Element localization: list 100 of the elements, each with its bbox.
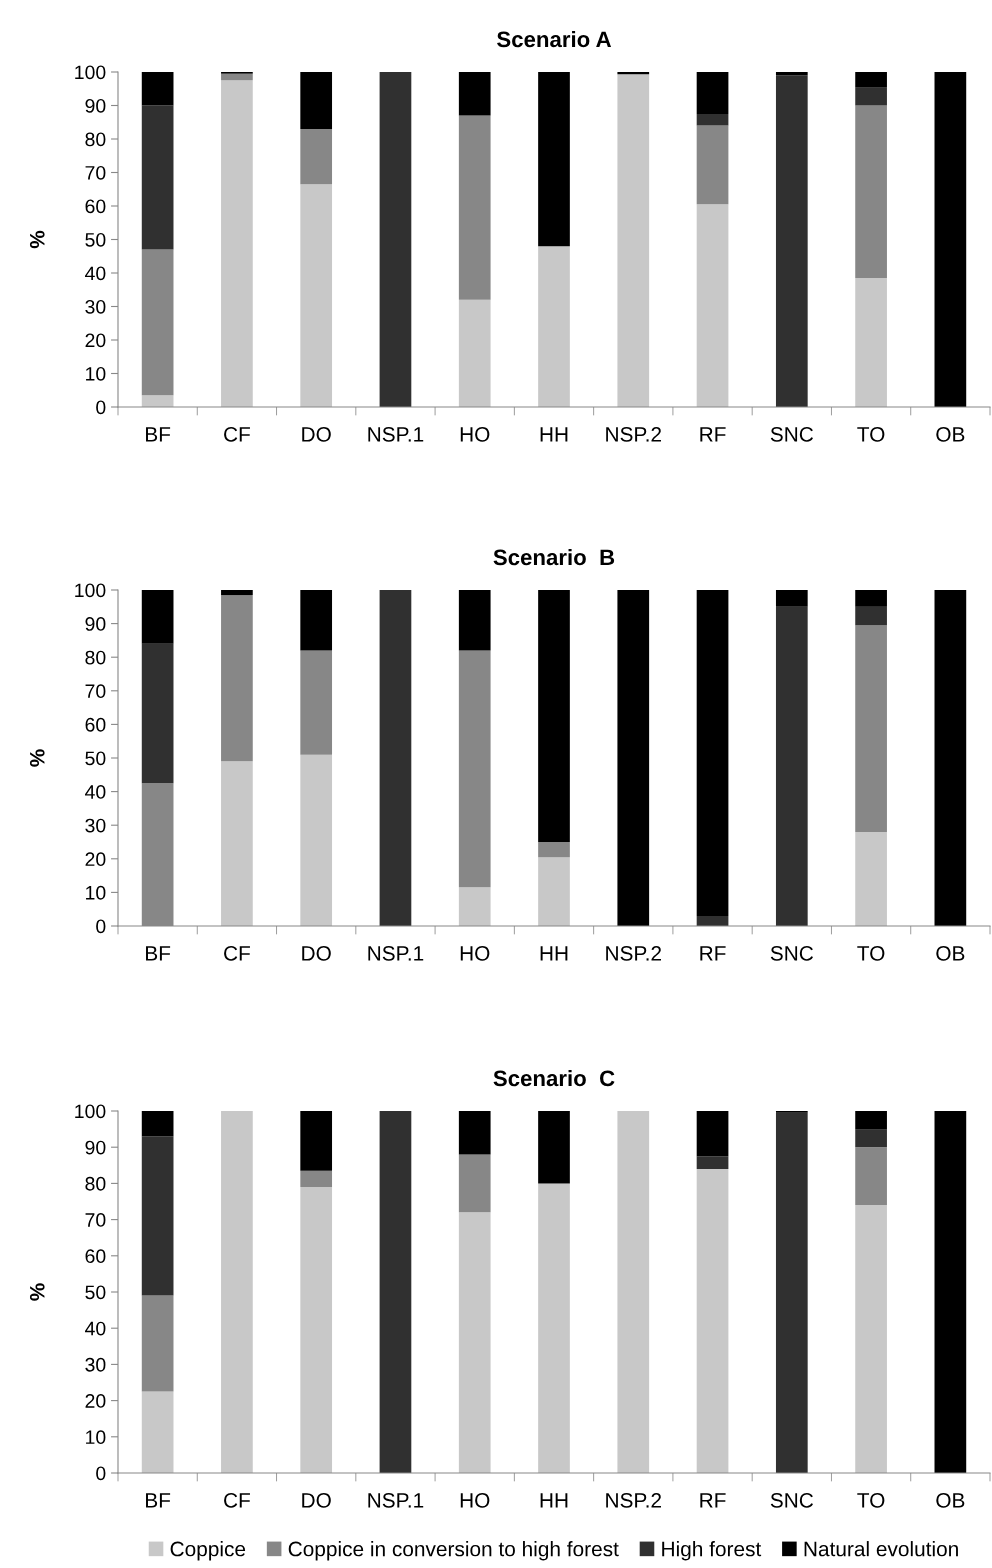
y-tick-label: 20	[85, 1394, 106, 1408]
bar	[300, 128, 333, 185]
legend-label: Coppice in conversion to high forest	[288, 1541, 619, 1561]
y-tick-label: 100	[75, 1104, 106, 1119]
bar	[696, 125, 729, 205]
x-tick-label: NSP.2	[606, 1492, 661, 1508]
bar	[458, 1154, 491, 1213]
bar	[855, 1129, 887, 1148]
bar	[775, 75, 808, 407]
y-tick-label: 90	[85, 1140, 106, 1155]
bar	[141, 643, 174, 784]
bar	[300, 754, 333, 926]
y-tick-label: 50	[85, 751, 106, 766]
x-tick-label: HO	[460, 426, 490, 442]
chart-title: Scenario A	[497, 30, 612, 48]
bar	[458, 1212, 491, 1473]
bar	[141, 1391, 174, 1473]
x-tick-label: DO	[302, 945, 331, 961]
bar	[775, 1112, 808, 1473]
x-tick-label: CF	[224, 426, 250, 442]
bar	[696, 590, 729, 916]
bar	[934, 1111, 967, 1473]
x-tick-label: CF	[224, 1492, 250, 1508]
bar	[855, 1111, 887, 1130]
bar	[855, 625, 887, 832]
y-tick-label: 10	[86, 885, 106, 900]
x-tick-label: HH	[540, 946, 568, 961]
bar	[458, 1111, 491, 1155]
chart-title: Scenario B	[493, 548, 615, 566]
bar	[855, 606, 887, 626]
y-tick-label: 20	[85, 852, 106, 867]
bar	[696, 1168, 729, 1473]
bar	[617, 74, 650, 407]
x-tick-label: RF	[700, 1493, 726, 1508]
x-tick-label: SNC	[770, 426, 814, 442]
bar	[300, 1170, 333, 1188]
legend-label: Natural evolution	[804, 1541, 958, 1557]
bar	[696, 204, 729, 407]
x-tick-label: NSP.1	[368, 1492, 424, 1508]
bar	[300, 72, 333, 129]
bar	[538, 1183, 570, 1473]
y-tick-label: 70	[85, 684, 106, 699]
bar	[538, 1111, 570, 1184]
bar	[696, 113, 729, 126]
bar	[617, 590, 650, 926]
x-tick-label: BF	[146, 1493, 171, 1508]
x-tick-label: RF	[700, 427, 726, 442]
bar	[300, 1111, 333, 1171]
y-tick-label: 40	[85, 266, 106, 281]
bar	[458, 299, 491, 407]
x-tick-label: HH	[540, 427, 568, 442]
x-tick-label: HH	[540, 1493, 568, 1508]
y-tick-label: 90	[85, 98, 106, 113]
x-tick-label: TO	[857, 1492, 885, 1508]
bar	[300, 184, 333, 407]
bar	[379, 72, 412, 407]
bar	[855, 1147, 887, 1206]
x-tick-label: BF	[146, 946, 171, 961]
x-tick-label: SNC	[770, 945, 814, 961]
x-tick-label: NSP.2	[606, 426, 661, 442]
y-tick-label: 70	[85, 165, 106, 180]
y-tick-label: 100	[75, 583, 106, 598]
bar	[141, 590, 174, 644]
y-tick-label: 40	[85, 785, 106, 799]
bar	[775, 72, 808, 76]
x-tick-label: NSP.1	[368, 945, 424, 961]
bar	[141, 395, 174, 407]
bar	[775, 606, 808, 926]
bar	[141, 72, 174, 106]
bar	[221, 80, 253, 407]
bar	[141, 249, 174, 396]
bar	[855, 590, 887, 607]
x-tick-label: NSP.1	[368, 426, 424, 442]
y-tick-label: 60	[85, 199, 106, 214]
x-tick-label: DO	[302, 1492, 331, 1508]
bar	[379, 1111, 412, 1473]
bar	[221, 73, 253, 81]
x-tick-label: HO	[460, 1492, 490, 1508]
y-tick-label: 30	[85, 299, 106, 314]
bar	[855, 278, 887, 407]
y-tick-label: 30	[85, 1357, 106, 1372]
bar	[538, 590, 570, 842]
x-tick-label: TO	[857, 426, 885, 442]
bar	[538, 246, 570, 407]
bar	[458, 590, 491, 651]
x-tick-label: HO	[460, 945, 490, 961]
y-tick-label: 10	[86, 366, 106, 381]
y-tick-label: 10	[86, 1430, 106, 1445]
bar	[855, 72, 887, 88]
y-axis-title: %	[29, 1283, 45, 1301]
bar	[141, 1295, 174, 1392]
bar	[458, 115, 491, 300]
bar	[855, 1205, 887, 1473]
x-tick-label: DO	[302, 426, 331, 442]
y-tick-label: 100	[75, 65, 106, 80]
y-tick-label: 0	[96, 1466, 106, 1481]
y-tick-label: 90	[85, 617, 106, 631]
bar	[696, 1156, 729, 1169]
bar	[458, 887, 491, 926]
y-tick-label: 80	[85, 650, 106, 665]
